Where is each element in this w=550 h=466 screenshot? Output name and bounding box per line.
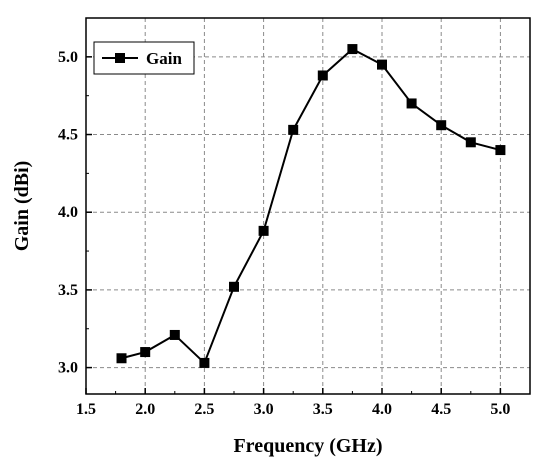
x-tick-label: 2.5 xyxy=(194,401,214,418)
data-point xyxy=(317,70,328,81)
y-axis-title: Gain (dBi) xyxy=(11,161,33,252)
plot-frame xyxy=(85,17,531,395)
x-tick-label: 4.5 xyxy=(431,401,451,418)
legend-marker-swatch xyxy=(115,53,125,63)
legend: Gain xyxy=(93,41,195,75)
data-point xyxy=(229,281,239,292)
x-tick-label: 2.0 xyxy=(135,401,155,418)
legend-label-gain: Gain xyxy=(146,49,182,68)
data-point xyxy=(465,137,476,148)
data-point xyxy=(347,44,358,55)
series-gain xyxy=(116,44,506,368)
series-line-0 xyxy=(121,47,501,365)
x-tick-label: 1.5 xyxy=(76,401,96,418)
data-point xyxy=(116,353,127,364)
data-point xyxy=(436,120,447,131)
data-point xyxy=(377,59,387,70)
y-axis-ticks: 3.0 3.5 4.0 4.5 5.0 xyxy=(58,49,92,377)
data-point xyxy=(169,329,180,340)
x-tick-label: 4.0 xyxy=(372,401,392,418)
data-point xyxy=(258,225,269,236)
data-point xyxy=(140,347,151,358)
data-point xyxy=(406,98,417,109)
x-tick-label: 3.5 xyxy=(313,401,333,418)
x-axis-title: Frequency (GHz) xyxy=(233,435,382,457)
y-tick-label: 4.5 xyxy=(58,127,78,144)
data-point xyxy=(199,357,210,368)
x-tick-label: 5.0 xyxy=(490,401,510,418)
data-point xyxy=(495,145,506,156)
y-tick-label: 3.0 xyxy=(58,360,78,377)
y-tick-label: 5.0 xyxy=(58,49,78,66)
data-point xyxy=(288,124,299,135)
x-tick-label: 3.0 xyxy=(254,401,274,418)
y-tick-label: 4.0 xyxy=(58,204,78,221)
y-tick-label: 3.5 xyxy=(58,282,78,299)
x-axis-ticks: 1.5 2.0 2.5 3.0 3.5 4.0 4.5 5.0 xyxy=(76,388,510,418)
